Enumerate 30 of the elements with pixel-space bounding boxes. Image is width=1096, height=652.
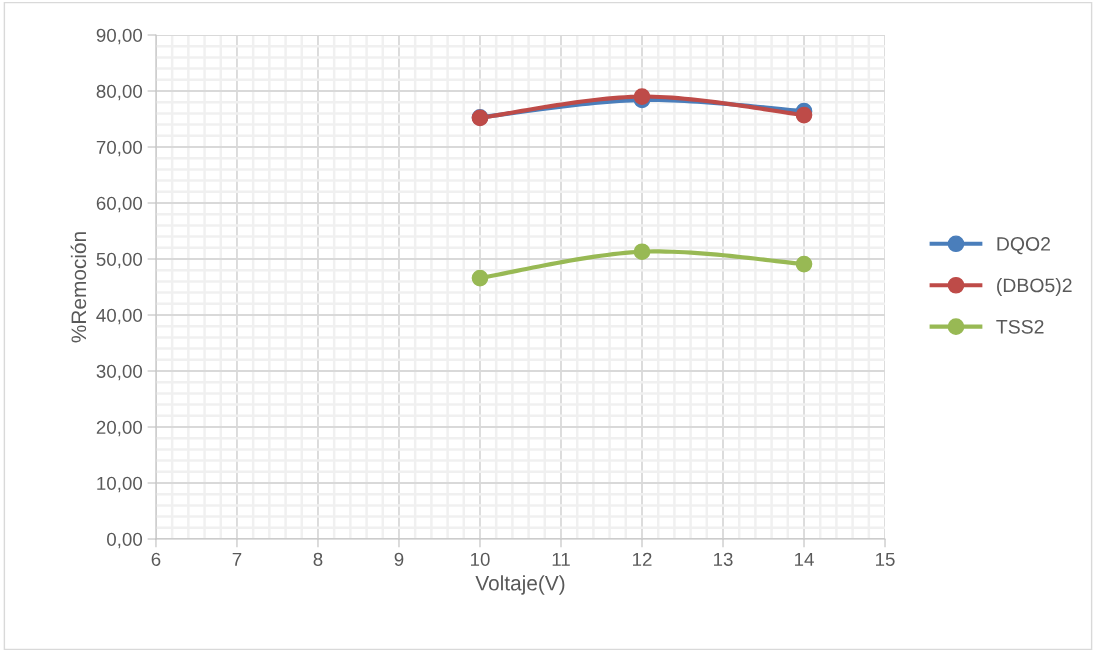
x-tick-label: 13 bbox=[714, 552, 733, 566]
y-tick-label: 40,00 bbox=[96, 308, 143, 325]
x-tick-label: 8 bbox=[313, 552, 323, 566]
x-tick-label: 6 bbox=[151, 552, 161, 566]
x-tick-label: 12 bbox=[633, 552, 652, 566]
y-tick-label: 30,00 bbox=[96, 364, 143, 381]
y-tick-label: 60,00 bbox=[96, 196, 143, 213]
x-tick-label: 10 bbox=[470, 552, 490, 566]
point bbox=[633, 243, 651, 261]
y-axis-title: %Remoción bbox=[70, 232, 87, 343]
point bbox=[633, 88, 651, 105]
legend-label: DQO2 bbox=[997, 237, 1050, 255]
point bbox=[795, 255, 813, 273]
y-tick-label: 80,00 bbox=[96, 84, 143, 101]
legend-label: TSS2 bbox=[996, 319, 1044, 334]
y-tick-label: 70,00 bbox=[96, 140, 143, 157]
point bbox=[795, 106, 813, 124]
y-tick-label: 50,00 bbox=[96, 252, 143, 269]
y-tick-label: 10,00 bbox=[97, 476, 143, 493]
x-tick-label: 9 bbox=[394, 552, 404, 566]
x-axis-title: Voltaje(V) bbox=[475, 575, 565, 595]
x-tick-label: 14 bbox=[795, 552, 814, 566]
x-tick-label: 11 bbox=[552, 552, 570, 566]
legend-label: (DBO5)2 bbox=[997, 277, 1072, 297]
x-tick-label: 15 bbox=[876, 552, 895, 566]
x-tick-label: 7 bbox=[232, 552, 242, 566]
y-tick-label: 90,00 bbox=[96, 28, 143, 45]
y-tick-label: 0,00 bbox=[107, 532, 143, 549]
y-tick-label: 20,00 bbox=[96, 420, 143, 437]
point bbox=[471, 269, 489, 287]
